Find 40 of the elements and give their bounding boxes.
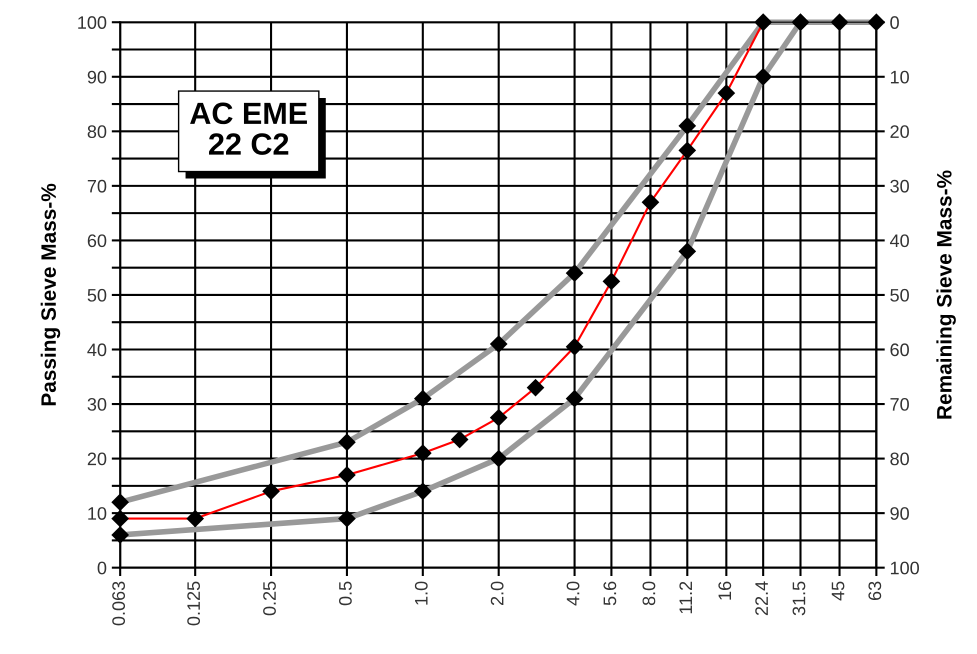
x-tick-label: 63: [868, 582, 882, 600]
annotation: AC EME 22 C2: [190, 102, 307, 155]
y-tick-label: 100: [78, 16, 106, 29]
y-tick-label: 90: [88, 70, 106, 84]
y-tick-label: 70: [88, 180, 106, 193]
x-tick-label: 0.25: [263, 582, 276, 616]
x-tick-label: 11.2: [679, 582, 692, 614]
y-tick-label: 30: [88, 398, 106, 411]
x-tick-label: 2.0: [490, 582, 504, 606]
x-tick-label: 31.5: [792, 582, 806, 616]
x-tick-label: 1.0: [414, 582, 428, 605]
y2-tick-label: 60: [890, 343, 909, 356]
y2-tick-label: 80: [890, 452, 909, 466]
x-tick-label: 45: [832, 582, 844, 601]
x-tick-label: 8.0: [642, 582, 656, 606]
y2-tick-label: 0: [890, 16, 899, 29]
y2-tick-label: 40: [890, 234, 909, 248]
y2-tick-label: 30: [890, 180, 909, 193]
y-axis-title: Passing Sieve Mass-%: [40, 184, 60, 406]
y2-tick-label: 100: [890, 562, 919, 574]
y-tick-label: 0: [98, 562, 106, 574]
y2-tick-label: 70: [890, 398, 909, 411]
y2-tick-label: 90: [890, 507, 909, 520]
y-tick-label: 10: [88, 507, 106, 520]
x-tick-label: 0.125: [187, 582, 200, 626]
y2-axis-title: Remaining Sieve Mass-%: [936, 170, 956, 419]
x-tick-label: 4.0: [566, 582, 580, 606]
x-tick-label: 0.063: [112, 582, 126, 626]
y-tick-label: 80: [88, 125, 106, 138]
x-tick-label: 16: [718, 582, 732, 600]
y-tick-label: 60: [88, 234, 106, 248]
y2-tick-label: 50: [890, 288, 909, 302]
y-tick-label: 40: [87, 343, 106, 356]
x-tick-label: 22.4: [755, 581, 768, 616]
x-tick-label: 5.6: [603, 582, 616, 606]
y-tick-label: 50: [88, 288, 106, 302]
y2-tick-label: 10: [890, 70, 909, 84]
x-tick-label: 0.5: [339, 582, 352, 606]
y2-tick-label: 20: [890, 125, 909, 138]
y-tick-label: 20: [88, 452, 106, 466]
